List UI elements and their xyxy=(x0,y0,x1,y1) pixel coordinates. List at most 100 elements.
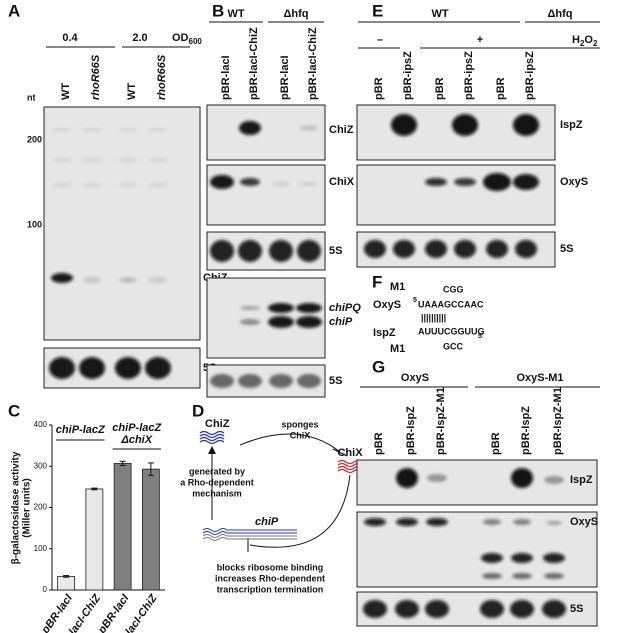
label: blocks ribosome binding xyxy=(217,562,324,572)
band xyxy=(148,158,168,162)
band xyxy=(481,553,503,563)
mrna-chiP xyxy=(202,537,297,541)
panel-letter: E xyxy=(372,1,383,20)
band xyxy=(82,128,102,132)
band xyxy=(272,182,290,186)
panel-letter: B xyxy=(212,1,224,20)
band xyxy=(395,600,419,618)
band xyxy=(480,600,504,618)
band xyxy=(363,600,387,618)
band xyxy=(300,182,318,186)
band xyxy=(118,128,138,132)
bar xyxy=(85,488,104,591)
label: 5S xyxy=(570,603,583,615)
band xyxy=(300,125,318,131)
band xyxy=(82,158,102,162)
band xyxy=(483,519,501,525)
band xyxy=(512,573,532,579)
band xyxy=(210,175,234,189)
band xyxy=(510,600,534,618)
lane-label: pBR-lacI xyxy=(220,55,232,100)
band xyxy=(297,374,321,388)
band xyxy=(513,174,539,190)
subscript: 2 xyxy=(580,39,585,48)
mrna-chiP xyxy=(202,528,297,532)
band xyxy=(210,240,234,262)
band xyxy=(238,374,262,388)
band xyxy=(51,273,73,283)
band xyxy=(425,240,447,258)
lane-label: pBR-IspZ-M1 xyxy=(435,387,447,455)
label: OxyS xyxy=(560,176,588,188)
label: WT xyxy=(431,8,448,20)
label: UAAAGCCAAC xyxy=(418,299,484,309)
label: CGG xyxy=(443,284,464,294)
band xyxy=(296,303,322,313)
label: chiP xyxy=(255,516,279,528)
panel-letter: G xyxy=(372,357,385,376)
cycle-arc xyxy=(239,433,341,453)
band xyxy=(52,183,72,187)
lane-label: pBR-IspZ xyxy=(405,406,417,455)
band xyxy=(118,158,138,162)
lane-label: WT xyxy=(126,83,138,100)
band xyxy=(79,357,105,379)
band xyxy=(364,240,386,258)
y-tick-label: 0 xyxy=(43,585,48,594)
band xyxy=(148,128,168,132)
band xyxy=(452,114,478,136)
label: 100 xyxy=(27,219,42,229)
lane-label: pBR-ipsZ xyxy=(524,51,536,100)
band xyxy=(268,303,294,313)
label: + xyxy=(477,34,483,46)
label: ChiX xyxy=(290,430,311,440)
band xyxy=(149,277,167,283)
group-label: ΔchiX xyxy=(120,434,152,446)
rna-ChiZ xyxy=(199,433,225,439)
y-tick-label: 300 xyxy=(34,461,48,470)
lane-label: pBR-lacI-ChiZ xyxy=(248,27,260,100)
label: 5S xyxy=(329,375,342,387)
label: generated by xyxy=(189,466,245,476)
band xyxy=(513,519,531,525)
panel-letter: C xyxy=(8,401,20,420)
band xyxy=(52,158,72,162)
od-label: OD600 xyxy=(172,32,202,46)
gel xyxy=(356,164,556,226)
label: 5' xyxy=(478,333,484,340)
gel xyxy=(206,164,326,226)
lane-label: pBR xyxy=(434,77,446,100)
y-tick-label: 100 xyxy=(34,544,48,553)
label: IspZ xyxy=(373,327,396,339)
band xyxy=(391,114,417,136)
rna-ChiZ xyxy=(199,430,225,436)
label: M1 xyxy=(390,281,405,293)
band xyxy=(513,114,539,136)
band xyxy=(52,128,72,132)
od-subscript: 600 xyxy=(189,37,203,46)
label: nt xyxy=(27,92,36,102)
band xyxy=(396,518,418,526)
band xyxy=(393,240,415,258)
lane-label: pBR-lacI-ChiZ xyxy=(307,27,319,100)
band xyxy=(239,121,261,135)
lane-label: pBR xyxy=(490,432,502,455)
band xyxy=(115,357,141,379)
label: chiPQ xyxy=(329,302,361,314)
label: 200 xyxy=(27,134,42,144)
label: IspZ xyxy=(570,474,593,486)
band xyxy=(543,553,565,563)
band xyxy=(210,374,234,388)
label: OxyS xyxy=(401,372,429,384)
band xyxy=(240,178,260,186)
band xyxy=(511,468,533,488)
h2o2-label: H2O2 xyxy=(572,34,598,48)
label: a Rho-dependent xyxy=(180,477,254,487)
label: 5S xyxy=(560,243,573,255)
y-axis-label: (Miller units) xyxy=(22,478,33,537)
band xyxy=(297,240,321,262)
band xyxy=(148,183,168,187)
label: OxyS xyxy=(570,516,598,528)
gel xyxy=(43,106,201,341)
